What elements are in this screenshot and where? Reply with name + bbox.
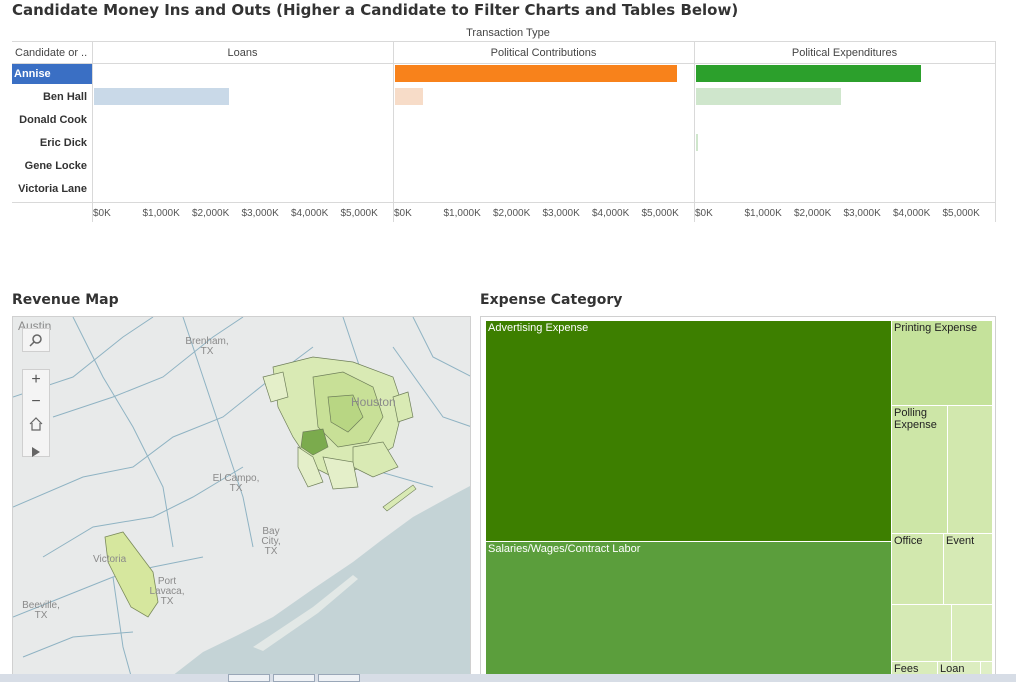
bar-political-expenditures-eric-dick[interactable] — [696, 134, 698, 151]
axis-tick-label: $1,000K — [443, 208, 481, 219]
home-icon — [29, 417, 43, 431]
map-search-button[interactable] — [22, 328, 50, 352]
tile-office[interactable]: Office — [891, 533, 944, 605]
bar-political-expenditures-annise-parker[interactable] — [696, 65, 922, 82]
play-icon — [32, 447, 40, 457]
scrollbar-button[interactable] — [318, 674, 360, 682]
bar-political-contributions-ben-hall[interactable] — [395, 88, 424, 105]
candidate-row-gene-locke[interactable]: Gene Locke — [24, 160, 87, 172]
expense-treemap[interactable]: Advertising Expense Salaries/Wages/Contr… — [480, 316, 996, 682]
axis-line — [12, 202, 995, 203]
map-label-houston: Houston — [351, 395, 396, 409]
header-bottom-line — [12, 63, 995, 64]
bar-loans-ben-hall[interactable] — [94, 88, 230, 105]
axis-tick-label: $1,000K — [744, 208, 782, 219]
pane-divider — [92, 41, 93, 222]
axis-tick-label: $0K — [394, 208, 412, 219]
column-header-loans[interactable]: Loans — [227, 47, 258, 59]
map-label-port-lavaca: Port Lavaca, TX — [149, 576, 185, 607]
map-label-bay-city: Bay City, TX — [261, 526, 281, 557]
revenue-map[interactable]: Austin Brenham, TX Houston El Campo, TX … — [12, 316, 471, 682]
houston-district-polygons — [262, 356, 414, 490]
column-header-contributions[interactable]: Political Contributions — [490, 47, 597, 59]
tile-misc-expense[interactable] — [891, 604, 952, 662]
axis-tick-label: $3,000K — [843, 208, 881, 219]
scrollbar-button[interactable] — [273, 674, 315, 682]
tile-advertising-expense[interactable]: Advertising Expense — [485, 320, 892, 542]
pane-divider — [694, 41, 695, 222]
header-top-line — [12, 41, 995, 42]
map-label-el-campo: El Campo, TX — [212, 473, 260, 494]
horizontal-scrollbar[interactable] — [0, 674, 1016, 682]
tile-printing-expense[interactable]: Printing Expense — [891, 320, 993, 406]
candidate-row-eric-dick[interactable]: Eric Dick — [39, 137, 87, 149]
axis-tick-label: $4,000K — [893, 208, 931, 219]
map-label-victoria: Victoria — [93, 554, 127, 565]
candidate-row-victoria-lane[interactable]: Victoria Lane — [18, 183, 87, 195]
axis-tick-label: $5,000K — [641, 208, 679, 219]
axis-tick-label: $3,000K — [542, 208, 580, 219]
axis-tick-label: $0K — [695, 208, 713, 219]
coastline-land — [253, 575, 358, 651]
axis-tick-label: $2,000K — [493, 208, 531, 219]
axis-tick-label: $2,000K — [192, 208, 230, 219]
tile-event[interactable]: Event — [943, 533, 993, 605]
bar-political-expenditures-ben-hall[interactable] — [696, 88, 842, 105]
zoom-out-button[interactable]: − — [31, 393, 41, 410]
galveston-polygon — [382, 484, 417, 512]
home-button[interactable] — [22, 413, 50, 437]
axis-tick-label: $5,000K — [340, 208, 378, 219]
candidate-row-donald-cook[interactable]: Donald Cook — [19, 114, 87, 126]
revenue-map-title: Revenue Map — [12, 292, 119, 308]
map-canvas — [13, 317, 470, 681]
map-label-brenham: Brenham, TX — [185, 336, 229, 357]
scrollbar-button[interactable] — [228, 674, 270, 682]
axis-tick-label: $5,000K — [942, 208, 980, 219]
tile-salaries[interactable]: Salaries/Wages/Contract Labor — [485, 541, 892, 681]
zoom-in-button[interactable]: + — [31, 371, 41, 388]
dashboard-title: Candidate Money Ins and Outs (Higher a C… — [12, 1, 739, 19]
column-header-expenditures[interactable]: Political Expenditures — [791, 47, 898, 59]
expense-category-title: Expense Category — [480, 292, 623, 308]
map-play-button[interactable] — [22, 441, 50, 465]
victoria-county-polygon — [104, 531, 159, 618]
axis-tick-label: $4,000K — [291, 208, 329, 219]
map-label-beeville: Beeville, TX — [22, 600, 60, 621]
pane-divider — [393, 41, 394, 222]
axis-tick-label: $3,000K — [241, 208, 279, 219]
map-zoom-controls — [22, 369, 50, 457]
axis-tick-label: $0K — [93, 208, 111, 219]
tile-misc-expense[interactable] — [951, 604, 993, 662]
tile-polling-expense[interactable]: Polling Expense — [891, 405, 948, 534]
candidate-column-header[interactable]: Candidate or .. — [15, 47, 88, 59]
axis-tick-label: $1,000K — [142, 208, 180, 219]
transaction-type-label: Transaction Type — [466, 27, 550, 39]
candidate-row-annise-parker[interactable]: Annise Parker — [12, 64, 92, 100]
axis-tick-label: $2,000K — [794, 208, 832, 219]
bar-political-contributions-annise-parker[interactable] — [395, 65, 678, 82]
axis-tick-label: $4,000K — [592, 208, 630, 219]
pane-divider — [995, 41, 996, 222]
tile-other-expense[interactable] — [947, 405, 993, 534]
gulf-water — [165, 486, 470, 681]
search-icon — [29, 334, 42, 347]
candidate-row-ben-hall[interactable]: Ben Hall — [42, 91, 87, 103]
